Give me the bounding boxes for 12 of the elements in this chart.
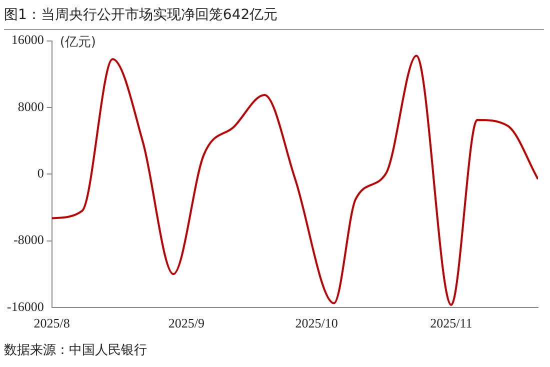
- y-tick-label: 8000: [18, 98, 44, 114]
- x-tick-label: 2025/10: [295, 316, 338, 331]
- x-tick-label: 2025/8: [34, 316, 70, 331]
- y-axis-title: (亿元): [60, 35, 96, 50]
- x-tick-label: 2025/9: [168, 316, 204, 331]
- y-tick-label: -16000: [6, 298, 44, 314]
- y-tick-label: 0: [37, 166, 44, 181]
- y-tick-label: 16000: [11, 32, 44, 48]
- x-tick-label: 2025/11: [430, 316, 472, 331]
- chart-title: 图1：当周央行公开市场实现净回笼642亿元: [4, 6, 544, 30]
- source-note: 数据来源：中国人民银行: [4, 342, 147, 359]
- y-tick-label: -8000: [13, 232, 44, 248]
